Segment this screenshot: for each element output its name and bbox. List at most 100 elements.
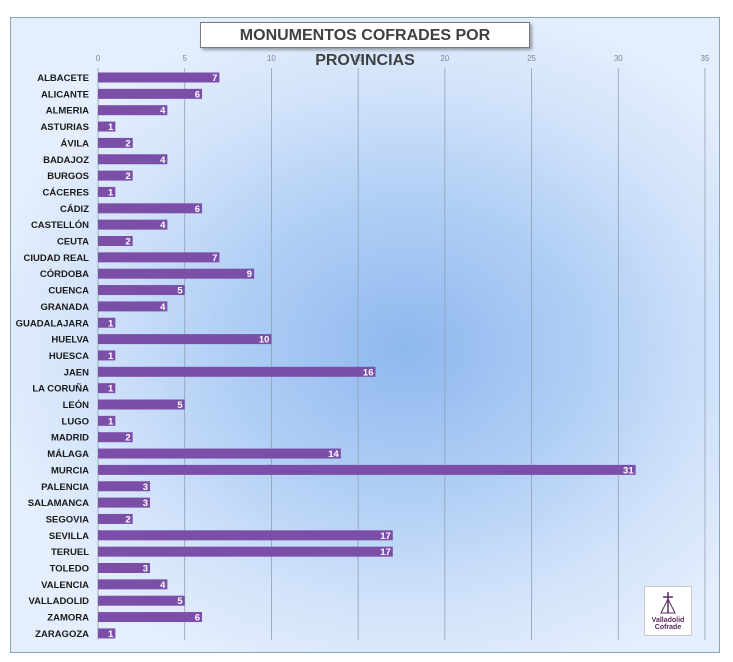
data-label: 31 [623,465,634,476]
category-label: HUELVA [51,335,89,346]
data-label: 2 [125,138,130,149]
category-label: MURCIA [51,465,89,476]
data-label: 9 [247,269,252,280]
data-label: 1 [108,629,114,640]
category-label: LA CORUÑA [32,384,89,395]
category-label: CIUDAD REAL [24,253,90,264]
bar [98,317,116,328]
bar [98,546,393,557]
category-label: SALAMANCA [28,498,89,509]
x-tick-label: 20 [440,54,449,63]
bar [98,203,203,214]
category-label: TERUEL [51,547,89,558]
x-tick-label: 0 [96,54,101,63]
logo-text-line1: Valladolid [651,617,685,624]
data-label: 10 [259,335,270,346]
bar [98,252,220,263]
category-label: ASTURIAS [40,122,89,133]
bar [98,88,203,99]
data-label: 5 [177,286,183,297]
x-tick-label: 35 [701,54,710,63]
bar [98,350,116,361]
data-label: 1 [108,416,114,427]
bar [98,301,168,312]
data-label: 2 [125,171,130,182]
bar [98,366,376,377]
x-tick-label: 25 [527,54,536,63]
bar [98,448,341,459]
bar [98,186,116,197]
data-label: 1 [108,384,114,395]
data-label: 4 [160,220,166,231]
bar [98,236,133,246]
data-label: 1 [108,318,114,329]
data-label: 7 [212,253,217,264]
data-label: 2 [125,433,130,444]
x-tick-label: 10 [267,54,276,63]
bar [98,481,151,492]
bar [98,137,133,148]
bar [98,563,151,573]
bar [98,513,133,524]
bar [98,415,116,426]
data-label: 3 [143,482,148,493]
category-label: ALBACETE [37,73,89,84]
category-label: GUADALAJARA [16,318,90,329]
category-label: CÁCERES [43,187,89,198]
data-label: 3 [143,498,148,509]
bar [98,285,185,296]
data-label: 5 [177,596,183,607]
category-label: CÁDIZ [60,204,89,215]
data-label: 4 [160,580,166,591]
data-label: 3 [143,564,148,575]
bar [98,383,116,394]
chart-title: MONUMENTOS COFRADES POR PROVINCIAS [200,22,530,69]
data-label: 6 [195,89,200,100]
bar [98,497,151,508]
bar [98,579,168,590]
category-label: JAEN [64,367,89,378]
category-label: CUENCA [48,286,89,297]
data-label: 6 [195,204,200,215]
category-label: PALENCIA [41,482,89,493]
data-label: 5 [177,400,183,411]
data-label: 14 [328,449,339,460]
data-label: 7 [212,73,217,84]
category-label: VALENCIA [41,580,89,591]
category-label: CASTELLÓN [31,219,89,231]
bar [98,334,272,345]
category-label: HUESCA [49,351,89,362]
bar [98,628,116,639]
category-label: SEGOVIA [46,514,89,525]
data-label: 2 [125,514,130,525]
bar [98,399,185,410]
category-label: MÁLAGA [47,449,89,460]
cross-emblem-icon [660,592,676,614]
category-label: VALLADOLID [28,596,89,607]
category-label: GRANADA [40,302,89,313]
category-label: SEVILLA [49,531,89,542]
data-label: 4 [160,302,166,313]
bar [98,268,255,279]
bar [98,72,220,83]
x-tick-label: 15 [354,54,363,63]
logo-text-line2: Cofrade [654,624,682,631]
bar [98,464,636,475]
bar [98,154,168,165]
category-label: ALICANTE [41,89,89,100]
x-tick-label: 5 [182,54,187,63]
category-label: LEÓN [63,399,90,411]
data-label: 4 [160,106,166,117]
category-label: ZAMORA [47,613,89,624]
category-label: CEUTA [57,237,89,248]
bar [98,432,133,443]
data-label: 1 [108,351,114,362]
bar [98,219,168,230]
bar [98,121,116,132]
bar [98,170,133,181]
data-label: 1 [108,187,114,198]
valladolid-cofrade-logo: Valladolid Cofrade [644,586,692,636]
bar [98,105,168,116]
bar [98,595,185,606]
